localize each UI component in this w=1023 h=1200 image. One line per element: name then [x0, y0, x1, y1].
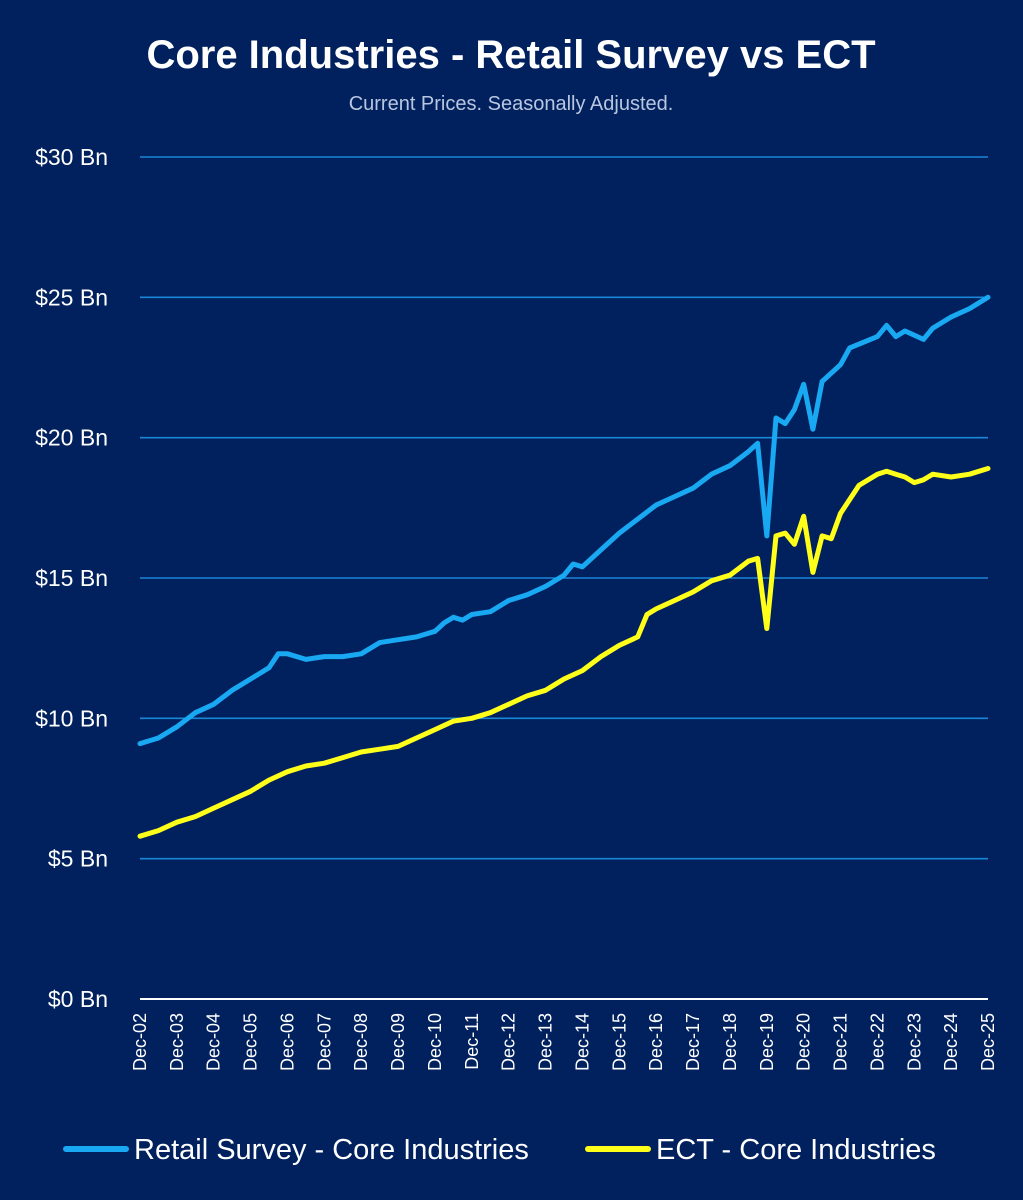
x-tick-label: Dec-21 [831, 1013, 851, 1071]
y-tick-label: $25 Bn [35, 284, 108, 310]
x-axis-tick-labels: Dec-02 Dec-03 Dec-04 Dec-05 Dec-06 Dec-07 Dec-… [130, 1013, 998, 1071]
x-tick-label: Dec-23 [904, 1013, 924, 1071]
x-tick-label: Dec-05 [241, 1013, 261, 1071]
x-tick-label: Dec-08 [351, 1013, 371, 1071]
x-tick-label: Dec-03 [167, 1013, 187, 1071]
x-tick-label: Dec-16 [646, 1013, 666, 1071]
x-tick-label: Dec-25 [978, 1013, 998, 1071]
x-tick-label: Dec-13 [536, 1013, 556, 1071]
x-tick-label: Dec-20 [794, 1013, 814, 1071]
x-tick-label: Dec-06 [277, 1013, 297, 1071]
chart-subtitle: Current Prices. Seasonally Adjusted. [349, 93, 674, 115]
x-tick-label: Dec-04 [204, 1013, 224, 1071]
y-tick-label: $0 Bn [48, 986, 108, 1012]
x-tick-label: Dec-18 [720, 1013, 740, 1071]
y-tick-label: $15 Bn [35, 565, 108, 591]
x-tick-label: Dec-10 [425, 1013, 445, 1071]
series-lines [137, 294, 991, 839]
x-tick-label: Dec-24 [941, 1013, 961, 1071]
x-tick-label: Dec-14 [572, 1013, 592, 1071]
x-tick-label: Dec-17 [683, 1013, 703, 1071]
x-tick-label: Dec-07 [314, 1013, 334, 1071]
x-tick-label: Dec-22 [867, 1013, 887, 1071]
gridlines [140, 156, 988, 1000]
y-axis-tick-labels: $0 Bn $5 Bn $10 Bn $15 Bn $20 Bn $25 Bn $30 Bn [35, 144, 108, 1012]
x-tick-label: Dec-02 [130, 1013, 150, 1071]
x-tick-label: Dec-12 [499, 1013, 519, 1071]
x-tick-label: Dec-15 [609, 1013, 629, 1071]
x-tick-label: Dec-09 [388, 1013, 408, 1071]
y-tick-label: $10 Bn [35, 705, 108, 731]
x-tick-label: Dec-11 [462, 1013, 482, 1070]
y-tick-label: $30 Bn [35, 144, 108, 170]
legend-label-retail-survey: Retail Survey - Core Industries [134, 1134, 529, 1166]
legend-label-ect: ECT - Core Industries [656, 1134, 936, 1166]
chart-title: Core Industries - Retail Survey vs ECT [146, 33, 875, 77]
legend: Retail Survey - Core Industries ECT - Cor… [63, 1134, 936, 1166]
series-line-retail-survey [137, 294, 991, 747]
x-tick-label: Dec-19 [757, 1013, 777, 1071]
y-tick-label: $5 Bn [48, 846, 108, 872]
y-tick-label: $20 Bn [35, 425, 108, 451]
series-line-ect [137, 466, 991, 839]
